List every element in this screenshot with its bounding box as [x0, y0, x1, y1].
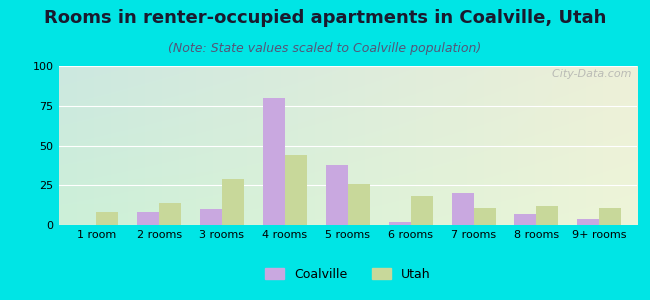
Bar	[389, 222, 411, 225]
Bar	[263, 98, 285, 225]
Legend: Coalville, Utah: Coalville, Utah	[260, 262, 436, 286]
Bar	[159, 203, 181, 225]
Bar	[536, 206, 558, 225]
Bar	[96, 212, 118, 225]
Bar	[285, 155, 307, 225]
Text: Rooms in renter-occupied apartments in Coalville, Utah: Rooms in renter-occupied apartments in C…	[44, 9, 606, 27]
Bar	[222, 179, 244, 225]
Bar	[452, 193, 473, 225]
Bar	[577, 219, 599, 225]
Bar	[200, 209, 222, 225]
Bar	[137, 212, 159, 225]
Bar	[411, 196, 433, 225]
Bar	[326, 165, 348, 225]
Bar	[473, 208, 495, 225]
Text: (Note: State values scaled to Coalville population): (Note: State values scaled to Coalville …	[168, 42, 482, 55]
Text: City-Data.com: City-Data.com	[545, 69, 631, 79]
Bar	[599, 208, 621, 225]
Bar	[514, 214, 536, 225]
Bar	[348, 184, 370, 225]
